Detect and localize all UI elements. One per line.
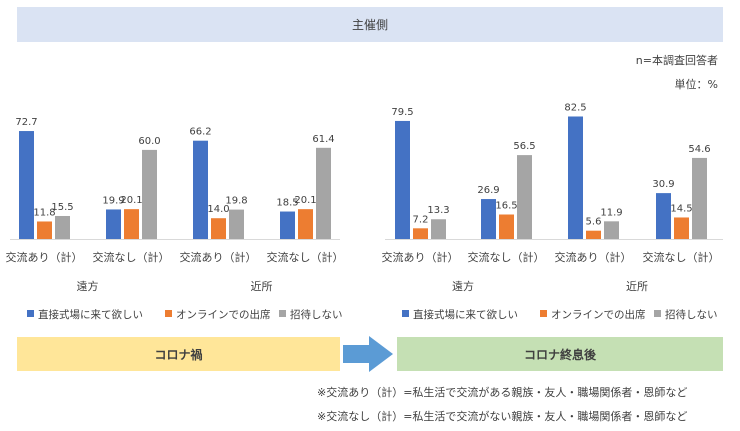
legend-swatch: [279, 310, 286, 317]
legend-label: 招待しない: [290, 308, 343, 321]
data-label: 66.2: [189, 127, 211, 138]
legend-label: 招待しない: [665, 308, 718, 321]
post-covid-phase-band: コロナ終息後: [397, 337, 723, 371]
legend-label: オンラインでの出席: [176, 308, 271, 321]
category-label: 交流あり（計）: [555, 250, 632, 264]
data-label: 14.0: [207, 204, 229, 215]
bar: [481, 199, 496, 239]
legend-swatch: [540, 310, 547, 317]
data-label: 82.5: [564, 102, 586, 113]
legend-label: オンラインでの出席: [551, 308, 646, 321]
data-label: 19.8: [225, 196, 247, 207]
bar: [106, 209, 121, 239]
data-label: 20.1: [120, 195, 142, 206]
bar: [37, 221, 52, 239]
bar: [499, 214, 514, 239]
data-label: 16.5: [495, 200, 517, 211]
legend-label: 直接式場に来て欲しい: [413, 308, 518, 321]
data-label: 60.0: [138, 136, 160, 147]
category-label: 交流あり（計）: [6, 250, 83, 264]
page-title-bar: 主催側: [17, 7, 723, 42]
category-label: 交流なし（計）: [267, 250, 344, 264]
legend-swatch: [27, 310, 34, 317]
data-label: 7.2: [413, 214, 429, 225]
footnote-without-contact: ※交流なし（計）=私生活で交流がない親族・友人・職場関係者・恩師など: [317, 410, 688, 423]
legend-swatch: [654, 310, 661, 317]
bar: [211, 218, 226, 239]
category-label: 交流あり（計）: [180, 250, 257, 264]
legend-swatch: [165, 310, 172, 317]
page-title: 主催側: [351, 18, 388, 32]
group-label: 近所: [251, 280, 273, 293]
data-label: 15.5: [51, 202, 73, 213]
legend-swatch: [402, 310, 409, 317]
data-label: 14.5: [670, 203, 692, 214]
bar: [656, 193, 671, 239]
bar: [674, 217, 689, 239]
bar: [431, 219, 446, 239]
category-label: 交流あり（計）: [382, 250, 459, 264]
bar: [298, 209, 313, 239]
data-label: 11.9: [600, 207, 622, 218]
data-label: 18.5: [276, 198, 298, 209]
category-label: 交流なし（計）: [468, 250, 545, 264]
data-label: 72.7: [15, 117, 37, 128]
data-label: 13.3: [427, 205, 449, 216]
category-label: 交流なし（計）: [93, 250, 170, 264]
data-label: 5.6: [586, 217, 602, 228]
data-label: 54.6: [688, 144, 710, 155]
data-label: 30.9: [652, 179, 674, 190]
data-label: 11.8: [33, 207, 55, 218]
bar: [229, 209, 244, 239]
data-label: 79.5: [391, 107, 413, 118]
bar: [517, 155, 532, 239]
post-covid-phase-label: コロナ終息後: [523, 347, 596, 362]
data-label: 26.9: [477, 185, 499, 196]
bar: [316, 147, 331, 239]
bar: [586, 230, 601, 239]
category-label: 交流なし（計）: [643, 250, 720, 264]
data-label: 20.1: [294, 195, 316, 206]
data-label: 56.5: [513, 141, 535, 152]
group-label: 遠方: [452, 279, 474, 293]
bar: [124, 209, 139, 239]
data-label: 61.4: [312, 134, 334, 145]
data-label: 19.9: [102, 195, 124, 206]
bar: [692, 157, 707, 239]
bar: [142, 149, 157, 239]
arrow-right-icon: [343, 336, 393, 372]
footnote-with-contact: ※交流あり（計）=私生活で交流がある親族・友人・職場関係者・恩師など: [317, 386, 688, 399]
bar: [568, 116, 583, 239]
covid-phase-label: コロナ禍: [154, 347, 203, 362]
bar: [19, 131, 34, 239]
bar: [395, 120, 410, 239]
bar: [193, 140, 208, 239]
bar: [55, 215, 70, 239]
group-label: 近所: [626, 280, 648, 293]
sample-note: n=本調査回答者: [635, 54, 718, 67]
bar: [413, 228, 428, 239]
bar: [604, 221, 619, 239]
bar: [280, 211, 295, 239]
unit-note: 単位：%: [674, 78, 718, 91]
legend-label: 直接式場に来て欲しい: [38, 308, 143, 321]
covid-phase-band: コロナ禍: [17, 337, 340, 371]
group-label: 遠方: [77, 279, 99, 293]
